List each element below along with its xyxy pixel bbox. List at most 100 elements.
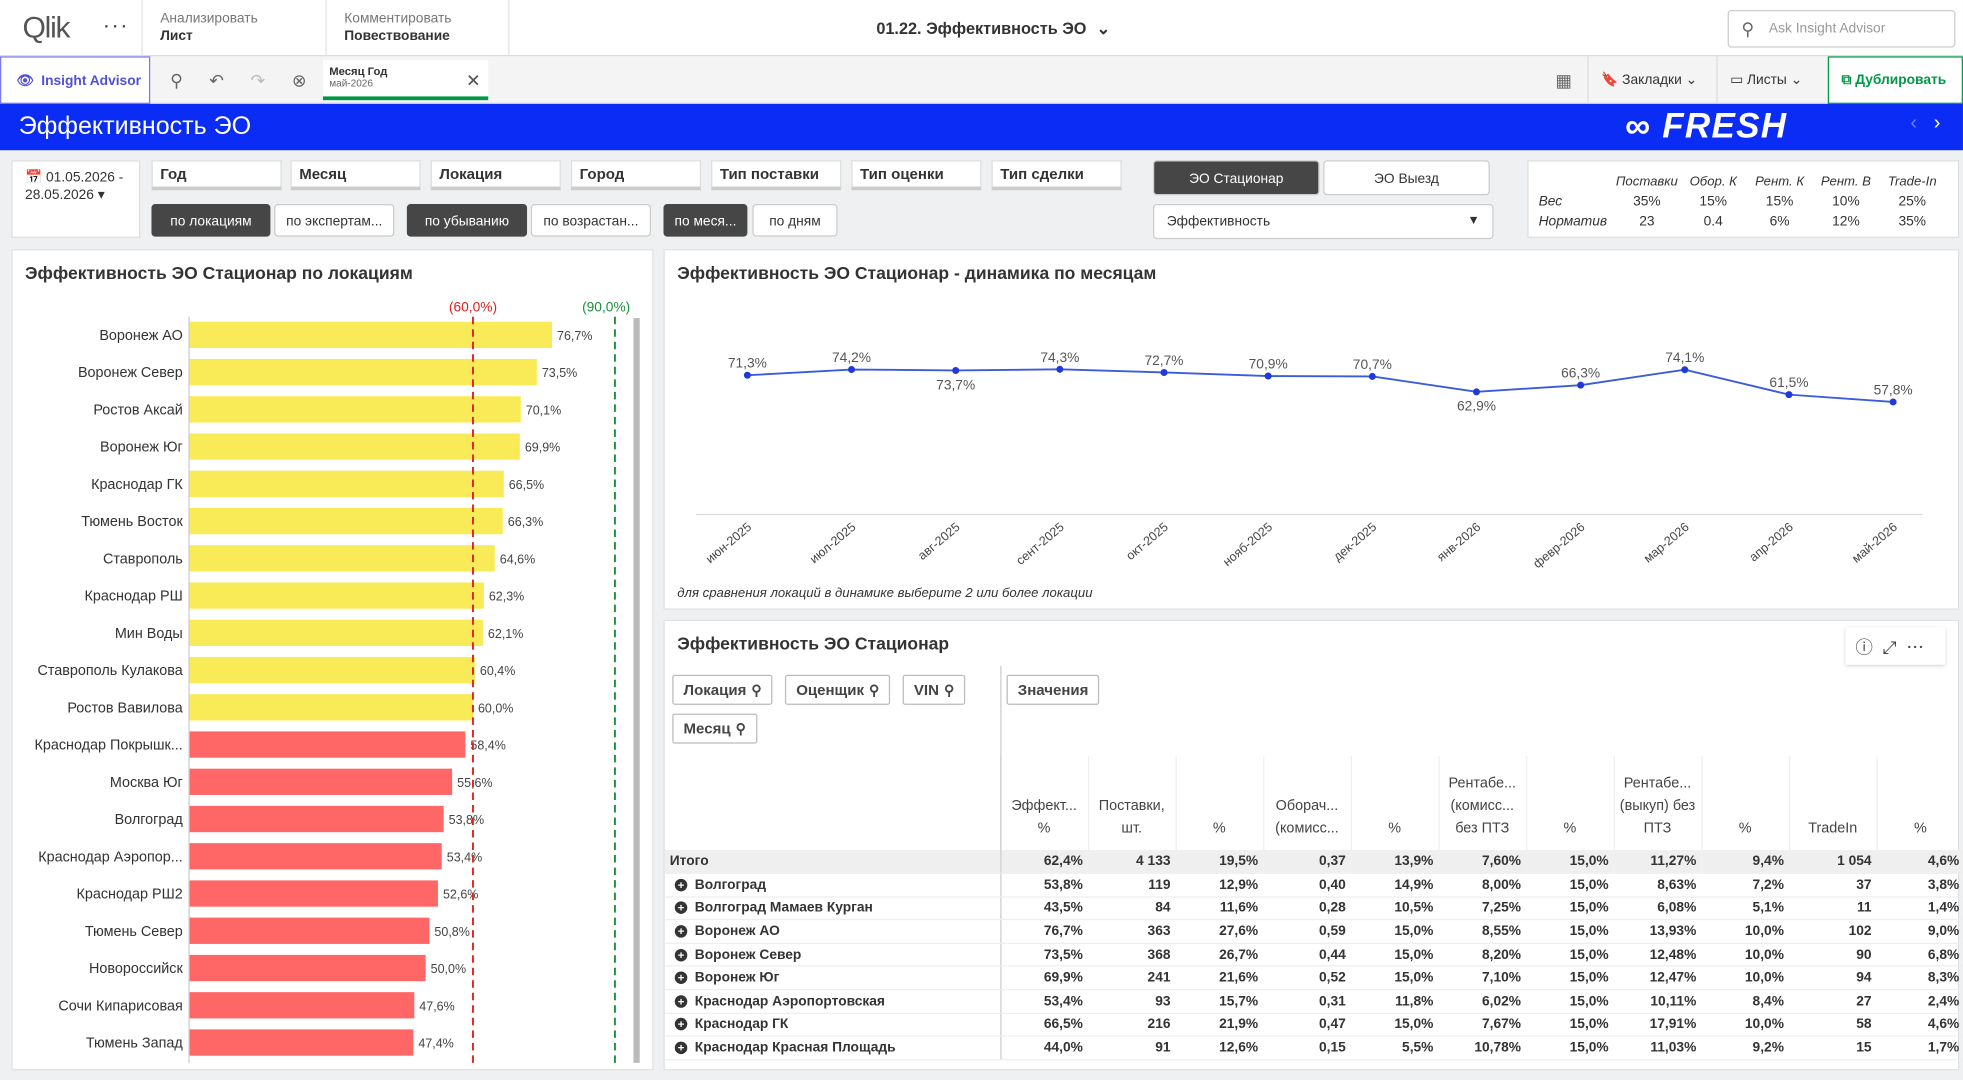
bar-category-label[interactable]: Воронеж Север [78, 365, 183, 381]
step-forward-icon[interactable]: ↷ [250, 70, 266, 91]
row-name-cell[interactable]: + Воронеж АО [664, 919, 1001, 944]
line-point[interactable] [743, 371, 751, 379]
bar-category-label[interactable]: Тюмень Север [85, 924, 183, 940]
bar[interactable] [189, 992, 415, 1019]
insight-advisor-button[interactable]: 👁 Insight Advisor [0, 56, 151, 104]
bar-category-label[interactable]: Новороссийск [89, 961, 183, 977]
table-row[interactable]: + Краснодар Аэропортовская 53,4% 93 15,7% 0,3… [664, 989, 1963, 1014]
bookmarks-button[interactable]: 🔖 Закладки ⌄ [1587, 56, 1709, 104]
toggle-button-2[interactable]: по убыванию [406, 204, 528, 237]
filter-3[interactable]: Город [570, 160, 702, 191]
smart-search-icon[interactable]: ⚲ [170, 70, 183, 91]
row-name-cell[interactable]: Итого [664, 850, 1001, 874]
toggle-button-4[interactable]: по меся... [663, 204, 748, 237]
expand-plus-icon[interactable]: + [674, 971, 688, 985]
bar[interactable] [189, 1029, 414, 1056]
column-header[interactable]: % [1350, 756, 1440, 851]
column-header[interactable]: TradeIn [1788, 756, 1878, 851]
bar-category-label[interactable]: Краснодар Покрышк... [34, 738, 182, 754]
bar[interactable] [189, 358, 537, 386]
tab-analyze[interactable]: Анализировать Лист [141, 0, 325, 56]
line-point[interactable] [952, 366, 960, 375]
dim-chip-vin[interactable]: VIN ⚲ [902, 674, 966, 705]
column-header[interactable]: Рентабе... (комисс... без ПТЗ [1438, 756, 1527, 851]
bar[interactable] [189, 321, 552, 349]
bar[interactable] [189, 656, 475, 684]
bar-category-label[interactable]: Мин Воды [115, 626, 183, 642]
bar-category-label[interactable]: Краснодар Аэропор... [38, 849, 183, 865]
clear-selections-icon[interactable]: ⊗ [291, 70, 307, 91]
bar[interactable] [189, 470, 504, 498]
expand-plus-icon[interactable]: + [674, 901, 688, 915]
bar-category-label[interactable]: Краснодар ГК [91, 477, 183, 493]
filter-1[interactable]: Месяц [290, 160, 421, 191]
app-title-dropdown[interactable]: 01.22. Эффективность ЭО ⌄ [876, 19, 1110, 39]
step-back-icon[interactable]: ↶ [209, 70, 224, 91]
expand-plus-icon[interactable]: + [674, 995, 688, 1008]
filter-6[interactable]: Тип сделки [991, 160, 1122, 191]
line-point[interactable] [1681, 366, 1689, 374]
tab-narrate[interactable]: Комментировать Повествование [325, 0, 510, 56]
expand-plus-icon[interactable]: + [674, 878, 688, 892]
grid-view-icon[interactable]: ▦ [1555, 70, 1572, 91]
expand-plus-icon[interactable]: + [674, 1018, 688, 1031]
line-point[interactable] [1056, 365, 1064, 373]
filter-5[interactable]: Тип оценки [851, 160, 982, 191]
expand-plus-icon[interactable]: + [674, 948, 688, 962]
next-sheet-icon[interactable]: › [1933, 112, 1941, 134]
filter-0[interactable]: Год [151, 160, 282, 191]
column-header[interactable]: Рентабе... (выкуп) без ПТЗ [1613, 756, 1702, 851]
qlik-logo[interactable]: Qlik [22, 11, 71, 46]
eo-visit-button[interactable]: ЭО Выезд [1323, 160, 1490, 196]
filter-4[interactable]: Тип поставки [711, 160, 842, 191]
bar-category-label[interactable]: Тюмень Восток [81, 514, 183, 530]
bar-category-label[interactable]: Ставрополь [103, 551, 183, 567]
bar-category-label[interactable]: Воронеж АО [99, 328, 182, 344]
bar[interactable] [189, 917, 430, 944]
row-name-cell[interactable]: + Воронеж Юг [664, 966, 1001, 991]
row-name-cell[interactable]: + Краснодар ГК [664, 1012, 1001, 1037]
column-header[interactable]: Оборач... (комисс... [1263, 756, 1352, 851]
bar[interactable] [189, 954, 426, 982]
bar[interactable] [189, 507, 503, 535]
expand-plus-icon[interactable]: + [674, 925, 688, 938]
bar-category-label[interactable]: Ростов Аксай [93, 402, 182, 418]
table-row[interactable]: + Волгоград Мамаев Курган 43,5% 84 11,6% 0,28… [664, 896, 1963, 921]
sheets-button[interactable]: ▭ Листы ⌄ [1716, 56, 1814, 104]
row-name-cell[interactable]: + Воронеж Север [664, 943, 1001, 968]
toggle-button-0[interactable]: по локациям [151, 204, 271, 237]
prev-sheet-icon[interactable]: ‹ [1910, 112, 1918, 134]
column-header[interactable]: Поставки, шт. [1087, 756, 1177, 851]
line-point[interactable] [1472, 388, 1480, 396]
line-point[interactable] [1264, 372, 1272, 380]
close-icon[interactable]: ✕ [466, 70, 481, 91]
bar[interactable] [189, 731, 466, 758]
column-header[interactable]: % [1701, 756, 1790, 851]
bar[interactable] [189, 843, 442, 870]
bar-category-label[interactable]: Сочи Кипарисовая [58, 998, 182, 1014]
bar[interactable] [189, 582, 484, 609]
column-header[interactable]: % [1526, 756, 1615, 851]
table-row[interactable]: + Воронеж Юг 69,9% 241 21,6% 0,52 15,0% 7,10% 15… [664, 966, 1963, 991]
toggle-button-5[interactable]: по дням [752, 204, 838, 237]
row-name-cell[interactable]: + Краснодар Аэропортовская [664, 989, 1001, 1014]
line-point[interactable] [1368, 372, 1376, 380]
expand-icon[interactable]: ⤢ [1882, 637, 1897, 658]
table-row[interactable]: + Краснодар Красная Площадь 44,0% 91 12,6% 0,… [664, 1036, 1963, 1061]
column-header[interactable]: Эффект... % [1000, 756, 1089, 851]
toggle-button-1[interactable]: по экспертам... [274, 204, 395, 237]
bar[interactable] [189, 619, 483, 646]
line-point[interactable] [1785, 391, 1793, 399]
dim-chip-location[interactable]: Локация ⚲ [672, 674, 773, 705]
main-menu-button[interactable]: ··· [102, 12, 129, 38]
bar[interactable] [189, 545, 495, 572]
bar-category-label[interactable]: Тюмень Запад [86, 1036, 184, 1052]
line-point[interactable] [1577, 381, 1585, 389]
selection-chip-month[interactable]: Месяц Год май-2026 ✕ [322, 60, 489, 101]
toggle-button-3[interactable]: по возрастан... [530, 204, 651, 237]
values-chip[interactable]: Значения [1006, 674, 1100, 705]
expand-plus-icon[interactable]: + [674, 1041, 688, 1055]
date-range-picker[interactable]: 📅 01.05.2026 - 28.05.2026 ▾ [11, 160, 141, 238]
bar-category-label[interactable]: Ростов Вавилова [67, 700, 182, 716]
bar[interactable] [189, 396, 521, 423]
